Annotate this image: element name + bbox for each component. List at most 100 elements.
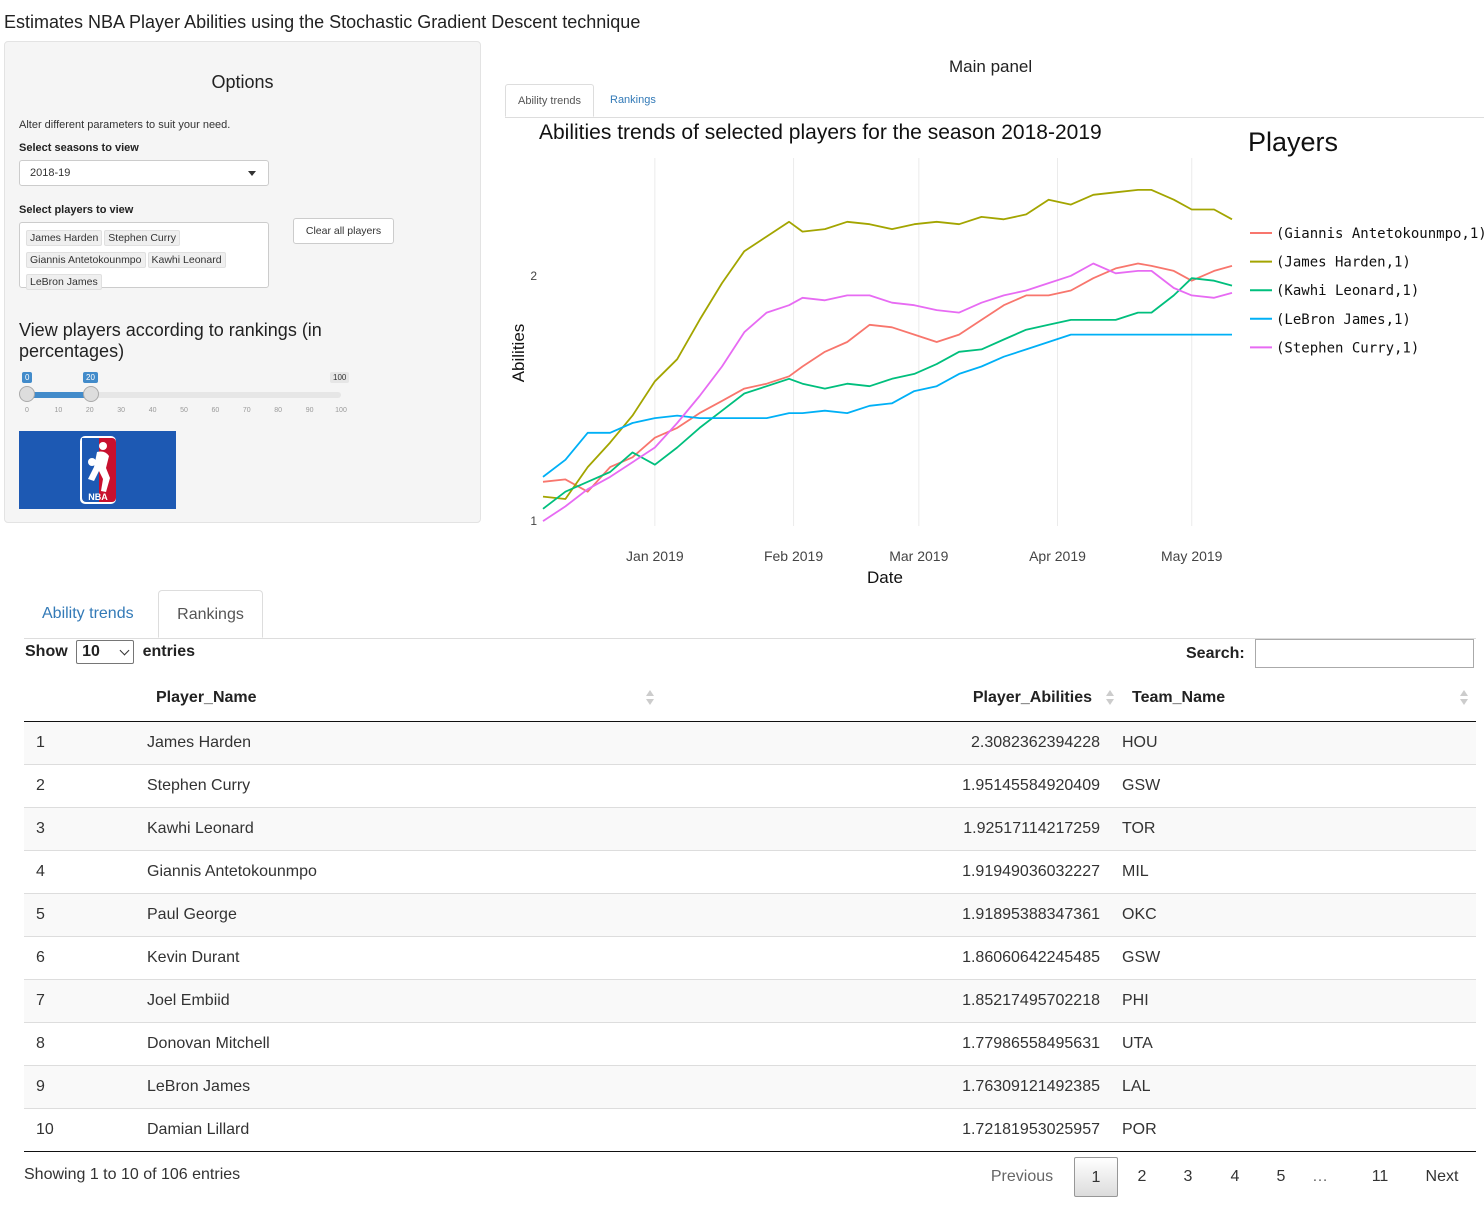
slider-handle-to[interactable]	[83, 386, 99, 402]
table-row: 7 Joel Embiid 1.85217495702218 PHI	[24, 978, 1476, 1022]
slider-handle-from[interactable]	[19, 386, 35, 402]
x-tick-label: Feb 2019	[764, 548, 823, 564]
sidebar-title: Options	[211, 72, 274, 92]
legend-entry: (Stephen Curry,1)	[1276, 340, 1419, 356]
season-select-value: 2018-19	[30, 167, 71, 179]
column-header-team-name[interactable]: Team_Name	[1122, 676, 1476, 722]
cell-player-abilities: 2.3082362394228	[662, 721, 1122, 764]
slider-max-label: 100	[330, 372, 350, 383]
slider-tick: 50	[180, 407, 188, 414]
legend-entry: (LeBron James,1)	[1276, 312, 1411, 328]
table-row: 1 James Harden 2.3082362394228 HOU	[24, 721, 1476, 764]
legend-entry: (James Harden,1)	[1276, 255, 1411, 271]
sort-icon	[646, 690, 654, 708]
slider-tick: 100	[335, 407, 347, 414]
pagination-ellipsis: …	[1312, 1168, 1328, 1185]
entries-label: entries	[142, 643, 196, 661]
x-tick-label: May 2019	[1161, 548, 1223, 564]
pagination-page[interactable]: 1	[1074, 1157, 1118, 1197]
cell-team-name: OKC	[1122, 892, 1476, 936]
table-row: 2 Stephen Curry 1.95145584920409 GSW	[24, 763, 1476, 807]
players-multiselect[interactable]: James Harden Stephen Curry Giannis Anteto…	[19, 222, 269, 290]
player-chip[interactable]: Kawhi Leonard	[147, 252, 226, 268]
tab-rankings-lower[interactable]: Rankings	[158, 590, 263, 638]
table-row: 3 Kawhi Leonard 1.92517114217259 TOR	[24, 806, 1476, 850]
player-chip[interactable]: LeBron James	[26, 274, 102, 290]
series-line	[542, 333, 1232, 478]
player-chip[interactable]: James Harden	[26, 230, 103, 246]
pagination-next[interactable]: Next	[1425, 1168, 1459, 1185]
cell-team-name: MIL	[1122, 849, 1476, 893]
entries-select-value: 10	[82, 643, 100, 660]
cell-team-name: GSW	[1122, 763, 1476, 807]
options-sidebar: Options Alter different parameters to su…	[4, 41, 481, 523]
season-label: Select seasons to view	[19, 142, 139, 154]
cell-player-name: Damian Lillard	[132, 1107, 662, 1152]
table-row: 6 Kevin Durant 1.86060642245485 GSW	[24, 935, 1476, 979]
legend-entry: (Giannis Antetokounmpo,1)	[1276, 226, 1484, 242]
cell-player-abilities: 1.85217495702218	[662, 978, 1122, 1022]
cell-team-name: POR	[1122, 1107, 1476, 1152]
cell-player-name: Kevin Durant	[132, 935, 662, 979]
cell-team-name: TOR	[1122, 806, 1476, 850]
cell-player-name: LeBron James	[132, 1064, 662, 1108]
pagination-page[interactable]: 5	[1276, 1168, 1286, 1185]
column-header-player-abilities[interactable]: Player_Abilities	[662, 676, 1122, 722]
svg-text:NBA: NBA	[88, 492, 108, 502]
table-row: 9 LeBron James 1.76309121492385 LAL	[24, 1064, 1476, 1108]
slider-tick: 70	[242, 407, 251, 414]
abilities-chart: Abilities trends of selected players for…	[509, 121, 1484, 587]
legend-entry: (Kawhi Leonard,1)	[1276, 283, 1419, 299]
cell-player-abilities: 1.77986558495631	[662, 1021, 1122, 1065]
pagination-page[interactable]: 4	[1230, 1168, 1240, 1185]
clear-players-button[interactable]: Clear all players	[293, 218, 394, 244]
cell-player-abilities: 1.91949036032227	[662, 849, 1122, 893]
pagination-page[interactable]: 2	[1137, 1168, 1147, 1185]
cell-player-name: Giannis Antetokounmpo	[132, 849, 662, 893]
slider-track[interactable]	[27, 392, 341, 398]
column-header-index[interactable]	[24, 676, 132, 722]
rank-range-slider[interactable]: 0 20 100 0 10 20 30 40 50 60 70 80 90 10…	[19, 372, 350, 422]
series-line	[542, 262, 1233, 522]
x-tick-label: Apr 2019	[1029, 548, 1086, 564]
cell-player-abilities: 1.76309121492385	[662, 1064, 1122, 1108]
pagination-page[interactable]: 3	[1183, 1168, 1193, 1185]
column-header-label: Team_Name	[1132, 689, 1226, 707]
player-chip[interactable]: Stephen Curry	[104, 230, 180, 246]
column-header-label: Player_Name	[156, 689, 257, 707]
cell-team-name: HOU	[1122, 721, 1476, 764]
pagination-page[interactable]: 11	[1371, 1168, 1389, 1185]
cell-rank: 10	[24, 1107, 132, 1152]
chevron-down-icon	[119, 645, 130, 656]
cell-team-name: PHI	[1122, 978, 1476, 1022]
cell-rank: 6	[24, 935, 132, 979]
series-line	[542, 189, 1233, 500]
tab-ability-trends[interactable]: Ability trends	[505, 84, 594, 117]
tab-ability-trends-lower[interactable]: Ability trends	[42, 605, 134, 622]
slider-tick: 30	[117, 407, 126, 414]
table-row: 5 Paul George 1.91895388347361 OKC	[24, 892, 1476, 936]
season-select[interactable]: 2018-19	[19, 160, 269, 186]
slider-to-label: 20	[83, 372, 98, 383]
cell-player-name: Paul George	[132, 892, 662, 936]
series-line	[542, 262, 1233, 493]
slider-from-label: 0	[22, 372, 33, 383]
tab-rankings[interactable]: Rankings	[610, 94, 656, 106]
cell-player-abilities: 1.95145584920409	[662, 763, 1122, 807]
app-title: Estimates NBA Player Abilities using the…	[4, 12, 641, 32]
column-header-player-name[interactable]: Player_Name	[132, 676, 662, 722]
main-panel-title: Main panel	[949, 57, 1033, 76]
entries-select[interactable]: 10	[76, 640, 135, 664]
slider-tick: 90	[305, 407, 314, 414]
chart-title: Abilities trends of selected players for…	[539, 121, 1102, 144]
caret-down-icon	[248, 171, 256, 176]
slider-selected-range	[27, 392, 91, 398]
rankings-heading: View players according to rankings (in p…	[19, 320, 322, 361]
player-chip[interactable]: Giannis Antetokounmpo	[26, 252, 146, 268]
main-tabs: Ability trends Rankings	[505, 84, 1484, 118]
slider-tick: 40	[148, 407, 157, 414]
cell-rank: 4	[24, 849, 132, 893]
search-input[interactable]	[1255, 639, 1474, 668]
y-tick-label: 1	[530, 514, 537, 528]
pagination-previous[interactable]: Previous	[990, 1168, 1054, 1185]
